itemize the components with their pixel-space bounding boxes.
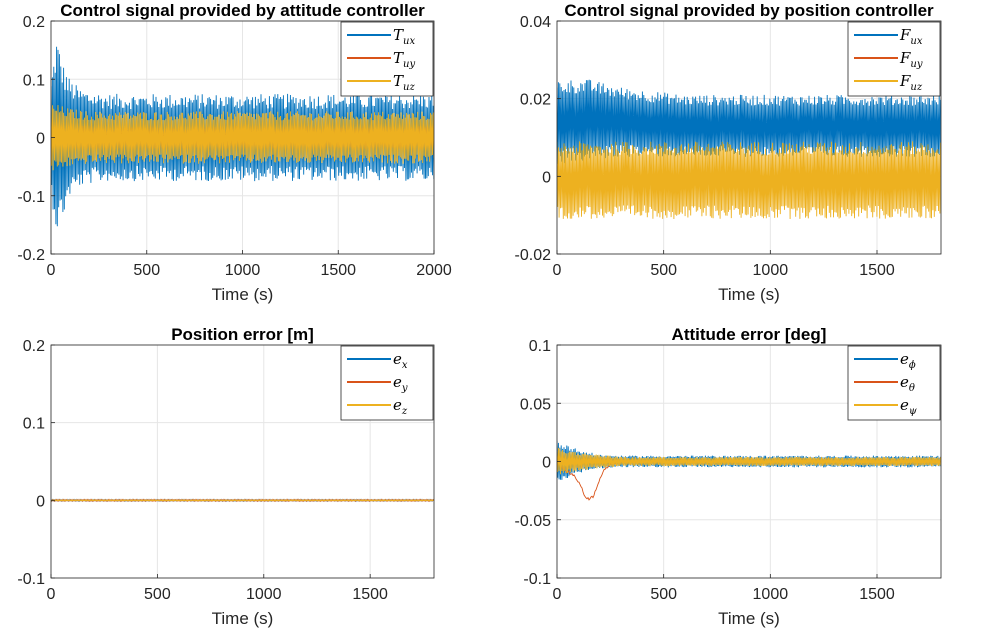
legend-entry: Tuy bbox=[393, 49, 415, 70]
x-tick-label: 0 bbox=[47, 262, 56, 279]
legend-entry: Fuy bbox=[899, 49, 923, 70]
series-line-z bbox=[51, 499, 434, 502]
y-tick-label: 0.1 bbox=[529, 338, 551, 355]
y-tick-label: -0.05 bbox=[515, 513, 552, 530]
series-line-uz bbox=[51, 105, 434, 171]
legend-entry: eϕ bbox=[900, 350, 916, 371]
x-tick-label: 500 bbox=[133, 262, 160, 279]
y-tick-label: -0.02 bbox=[515, 247, 552, 264]
x-tick-label: 1500 bbox=[320, 262, 356, 279]
chart-1: 0 500 1000 1500 2000 -0.2 -0.1 0 0.1 0.2 Control s… bbox=[17, 1, 451, 304]
x-tick-label: 500 bbox=[650, 586, 677, 603]
x-tick-label: 1000 bbox=[225, 262, 261, 279]
x-axis-label: Time (s) bbox=[212, 285, 274, 304]
y-tick-label: 0.1 bbox=[23, 72, 45, 89]
chart-title: Position error [m] bbox=[171, 325, 314, 344]
x-tick-label: 1000 bbox=[753, 262, 789, 279]
legend-entry: eψ bbox=[900, 396, 917, 417]
y-tick-label: 0.2 bbox=[23, 14, 45, 31]
chart-title: Attitude error [deg] bbox=[672, 325, 827, 344]
x-tick-label: 0 bbox=[47, 586, 56, 603]
y-tick-label: 0 bbox=[36, 493, 45, 510]
y-tick-label: -0.1 bbox=[17, 189, 45, 206]
x-tick-label: 1500 bbox=[859, 586, 895, 603]
y-tick-label: 0.04 bbox=[520, 14, 551, 31]
axes-box bbox=[556, 20, 942, 255]
y-tick-label: 0.02 bbox=[520, 92, 551, 109]
x-tick-label: 0 bbox=[553, 262, 562, 279]
y-tick-label: 0.2 bbox=[23, 338, 45, 355]
chart-title: Control signal provided by position cont… bbox=[564, 1, 934, 20]
series-line-ψ bbox=[557, 447, 941, 475]
legend-entry: ex bbox=[393, 350, 408, 371]
y-tick-label: -0.2 bbox=[17, 247, 45, 264]
x-tick-label: 1500 bbox=[859, 262, 895, 279]
legend-entry: Tux bbox=[393, 26, 415, 47]
legend-entry: Tuz bbox=[393, 72, 415, 93]
chart-4: 0 500 1000 1500 -0.1 -0.05 0 0.05 0.1 Attitude er… bbox=[515, 325, 942, 628]
x-tick-label: 500 bbox=[144, 586, 171, 603]
series-line-uz bbox=[557, 141, 941, 220]
y-tick-label: 0 bbox=[542, 169, 551, 186]
x-axis-label: Time (s) bbox=[718, 609, 780, 628]
x-axis-label: Time (s) bbox=[718, 285, 780, 304]
y-tick-label: -0.1 bbox=[17, 571, 45, 588]
legend-entry: ey bbox=[393, 373, 408, 394]
x-tick-label: 2000 bbox=[416, 262, 452, 279]
legend-entry: ez bbox=[393, 396, 408, 417]
y-tick-label: 0.05 bbox=[520, 396, 551, 413]
y-tick-label: 0 bbox=[36, 131, 45, 148]
x-axis-label: Time (s) bbox=[212, 609, 274, 628]
chart-title: Control signal provided by attitude cont… bbox=[60, 1, 425, 20]
y-tick-label: 0.1 bbox=[23, 416, 45, 433]
x-tick-label: 0 bbox=[553, 586, 562, 603]
y-tick-label: 0 bbox=[542, 455, 551, 472]
x-tick-label: 500 bbox=[650, 262, 677, 279]
axes-box bbox=[50, 344, 435, 579]
legend-entry: eθ bbox=[900, 373, 915, 394]
y-tick-label: -0.1 bbox=[523, 571, 551, 588]
x-tick-label: 1500 bbox=[352, 586, 388, 603]
x-tick-label: 1000 bbox=[246, 586, 282, 603]
series-line-ux bbox=[557, 79, 941, 165]
legend-entry: Fuz bbox=[899, 72, 923, 93]
legend-entry: Fux bbox=[899, 26, 923, 47]
x-tick-label: 1000 bbox=[753, 586, 789, 603]
